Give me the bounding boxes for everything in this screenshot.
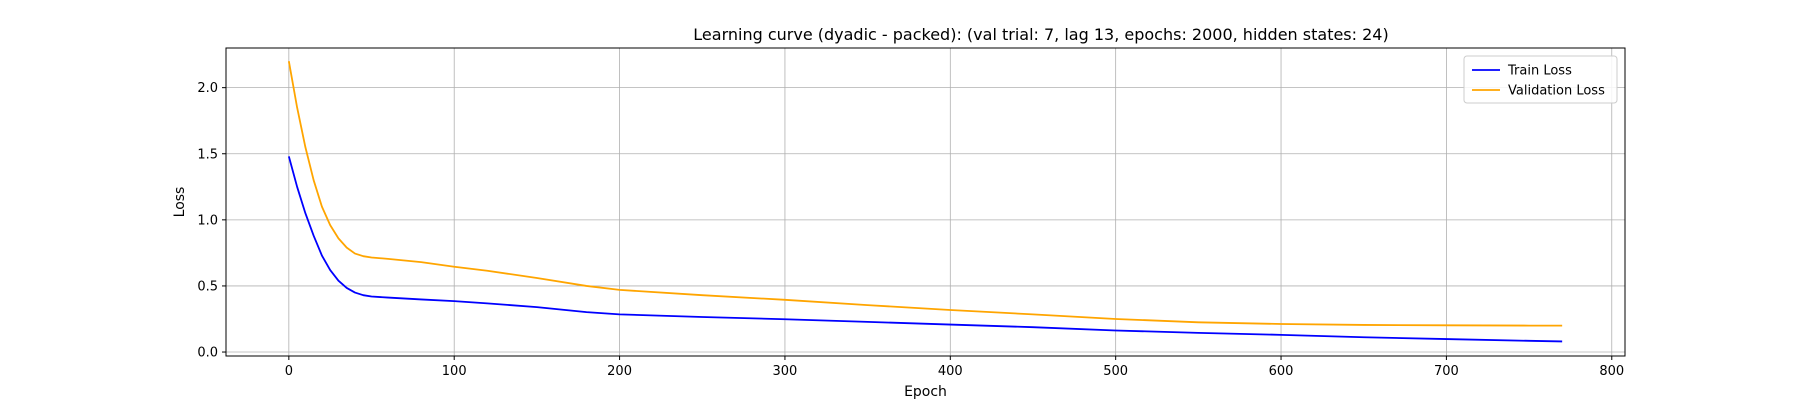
y-axis-label: Loss <box>172 187 188 218</box>
series-line-validation-loss <box>287 61 1563 327</box>
x-tick-label: 800 <box>1599 364 1624 379</box>
series-layer <box>287 61 1563 343</box>
y-tick-label: 1.0 <box>197 213 218 228</box>
legend-label-train-loss: Train Loss <box>1507 64 1572 79</box>
chart-title: Learning curve (dyadic - packed): (val t… <box>693 25 1388 44</box>
y-tick-label: 0.0 <box>197 346 218 361</box>
x-tick-label: 500 <box>1103 364 1128 379</box>
legend-box <box>1463 55 1618 104</box>
series-line-train-loss <box>287 156 1563 343</box>
y-tick-label: 0.5 <box>197 279 218 294</box>
ticks: 0 100 200 300 400 500 600 700 800 0.0 0.5 1.0 1.5 2.0 <box>197 81 1624 379</box>
x-tick-label: 700 <box>1434 364 1459 379</box>
plot-frame <box>225 47 1626 357</box>
x-tick-label: 600 <box>1269 364 1294 379</box>
x-axis-label: Epoch <box>904 384 947 400</box>
y-tick-label: 2.0 <box>197 81 218 96</box>
x-tick-label: 400 <box>938 364 963 379</box>
y-tick-label: 1.5 <box>197 147 218 162</box>
x-tick-label: 300 <box>773 364 798 379</box>
x-tick-label: 200 <box>607 364 632 379</box>
legend: Train Loss Validation Loss <box>1463 55 1618 104</box>
legend-label-validation-loss: Validation Loss <box>1508 84 1605 99</box>
x-tick-label: 0 <box>285 364 293 379</box>
x-tick-label: 100 <box>442 364 467 379</box>
